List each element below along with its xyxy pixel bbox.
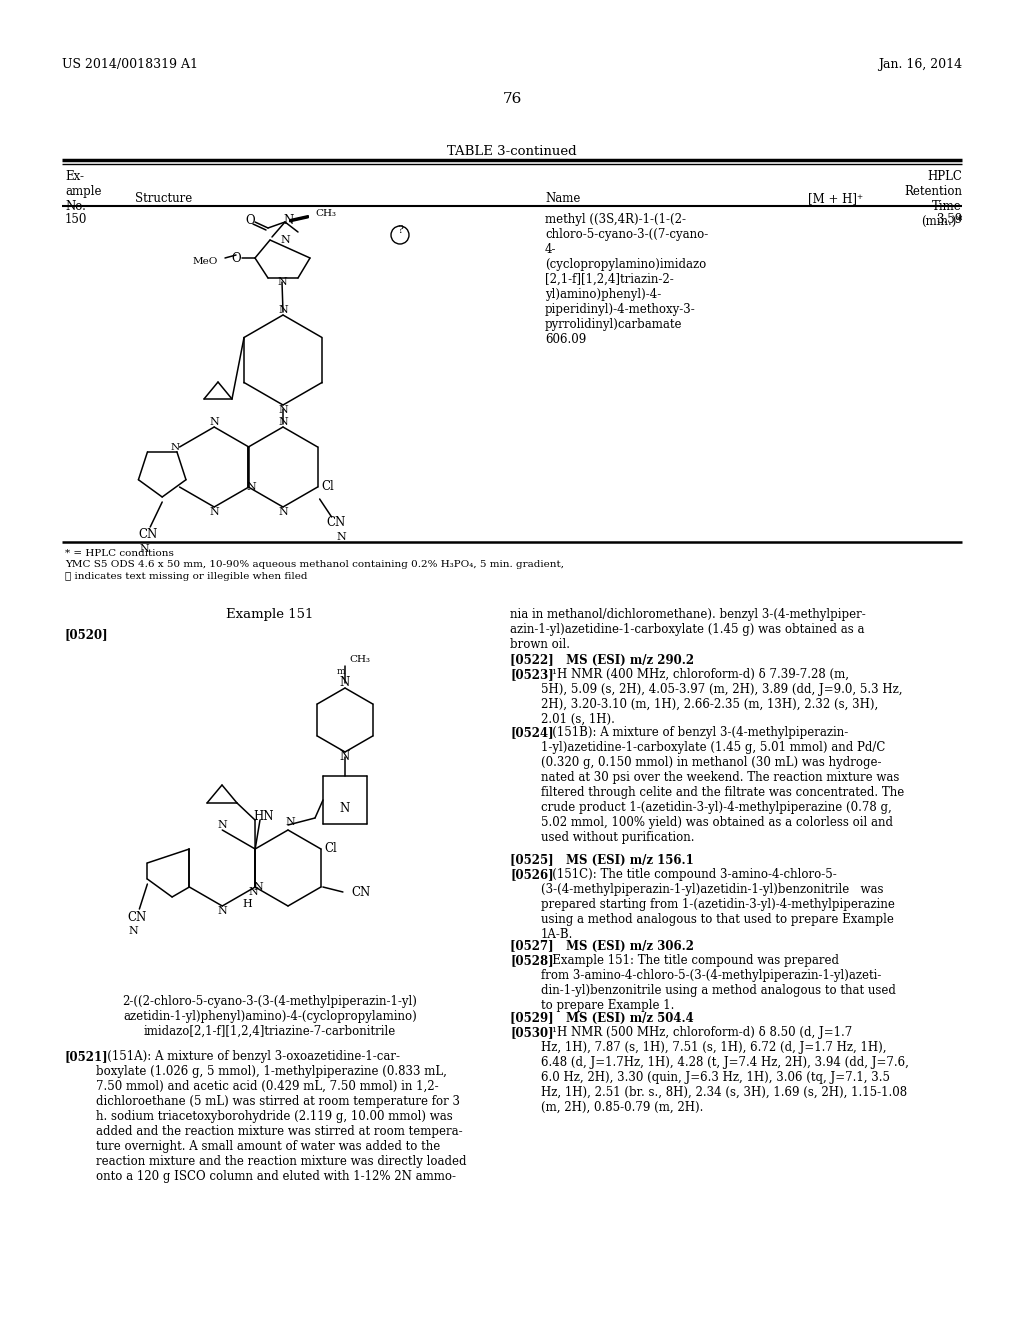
Text: Example 151: Example 151 [226, 609, 313, 620]
Text: YMC S5 ODS 4.6 x 50 mm, 10-90% aqueous methanol containing 0.2% H₃PO₄, 5 min. gr: YMC S5 ODS 4.6 x 50 mm, 10-90% aqueous m… [65, 560, 564, 569]
Text: N: N [281, 235, 290, 246]
Text: CN: CN [351, 886, 370, 899]
Text: Structure: Structure [135, 191, 193, 205]
Text: N: N [209, 507, 219, 517]
Text: [0528]: [0528] [510, 954, 554, 968]
Text: N: N [285, 817, 295, 828]
Text: O: O [231, 252, 241, 264]
Text: [M + H]⁺: [M + H]⁺ [808, 191, 863, 205]
Text: * = HPLC conditions: * = HPLC conditions [65, 549, 174, 558]
Text: [0520]: [0520] [65, 628, 109, 642]
Text: [0522]   MS (ESI) m/z 290.2: [0522] MS (ESI) m/z 290.2 [510, 653, 694, 667]
Text: Cl: Cl [324, 842, 337, 855]
Text: [0529]   MS (ESI) m/z 504.4: [0529] MS (ESI) m/z 504.4 [510, 1012, 693, 1026]
Text: CN: CN [138, 528, 158, 541]
Text: [0526]: [0526] [510, 869, 554, 880]
Text: (151A): A mixture of benzyl 3-oxoazetidine-1-car-
boxylate (1.026 g, 5 mmol), 1-: (151A): A mixture of benzyl 3-oxoazetidi… [96, 1049, 467, 1183]
Text: CH₃: CH₃ [315, 210, 336, 219]
Text: MeO: MeO [193, 257, 218, 267]
Text: Ex-
ample
No.: Ex- ample No. [65, 170, 101, 213]
Text: N: N [279, 405, 288, 414]
Text: HPLC
Retention
Time
(min.)*: HPLC Retention Time (min.)* [904, 170, 962, 228]
Text: Example 151: The title compound was prepared
from 3-amino-4-chloro-5-(3-(4-methy: Example 151: The title compound was prep… [541, 954, 896, 1012]
Text: O: O [245, 214, 255, 227]
Text: H: H [243, 899, 252, 909]
Text: nia in methanol/dichloromethane). benzyl 3-(4-methylpiper-
azin-1-yl)azetidine-1: nia in methanol/dichloromethane). benzyl… [510, 609, 865, 651]
Text: N: N [247, 482, 257, 492]
Text: [0524]: [0524] [510, 726, 554, 739]
Text: CH₃: CH₃ [349, 656, 370, 664]
Text: [0527]   MS (ESI) m/z 306.2: [0527] MS (ESI) m/z 306.2 [510, 940, 694, 953]
Text: (151B): A mixture of benzyl 3-(4-methylpiperazin-
1-yl)azetidine-1-carboxylate (: (151B): A mixture of benzyl 3-(4-methylp… [541, 726, 904, 843]
Text: N: N [340, 801, 350, 814]
Text: HN: HN [253, 810, 273, 824]
Text: 76: 76 [503, 92, 521, 106]
Text: ¹H NMR (500 MHz, chloroform-d) δ 8.50 (d, J=1.7
Hz, 1H), 7.87 (s, 1H), 7.51 (s, : ¹H NMR (500 MHz, chloroform-d) δ 8.50 (d… [541, 1026, 909, 1114]
Text: N: N [284, 214, 294, 227]
Text: m: m [337, 668, 345, 676]
Text: N: N [139, 544, 150, 554]
Text: 3.59: 3.59 [936, 213, 962, 226]
Text: N: N [217, 820, 227, 830]
Text: [0530]: [0530] [510, 1026, 554, 1039]
Text: N: N [253, 882, 263, 892]
Text: [0523]: [0523] [510, 668, 554, 681]
Text: Jan. 16, 2014: Jan. 16, 2014 [878, 58, 962, 71]
Text: N: N [217, 906, 227, 916]
Text: TABLE 3-continued: TABLE 3-continued [447, 145, 577, 158]
Text: (151C): The title compound 3-amino-4-chloro-5-
(3-(4-methylpiperazin-1-yl)azetid: (151C): The title compound 3-amino-4-chl… [541, 869, 895, 941]
Text: N: N [278, 277, 287, 286]
Text: N: N [279, 507, 288, 517]
Text: N: N [340, 676, 350, 689]
Text: ?: ? [397, 224, 403, 235]
Text: N: N [128, 927, 138, 936]
Text: Name: Name [545, 191, 581, 205]
Text: [0525]   MS (ESI) m/z 156.1: [0525] MS (ESI) m/z 156.1 [510, 854, 693, 867]
Text: Cl: Cl [322, 480, 335, 494]
Text: [0521]: [0521] [65, 1049, 109, 1063]
Text: CN: CN [128, 911, 147, 924]
Text: N: N [171, 442, 180, 451]
Text: 150: 150 [65, 213, 87, 226]
Text: CN: CN [326, 516, 345, 529]
Text: US 2014/0018319 A1: US 2014/0018319 A1 [62, 58, 198, 71]
Text: N: N [279, 305, 288, 315]
Text: N: N [248, 887, 258, 898]
Text: N: N [340, 751, 350, 763]
Text: methyl ((3S,4R)-1-(1-(2-
chloro-5-cyano-3-((7-cyano-
4-
(cyclopropylamino)imidaz: methyl ((3S,4R)-1-(1-(2- chloro-5-cyano-… [545, 213, 709, 346]
Text: 2-((2-chloro-5-cyano-3-(3-(4-methylpiperazin-1-yl)
azetidin-1-yl)phenyl)amino)-4: 2-((2-chloro-5-cyano-3-(3-(4-methylpiper… [123, 995, 418, 1038]
Text: N: N [209, 417, 219, 426]
Text: N: N [279, 417, 288, 426]
Text: ¹H NMR (400 MHz, chloroform-d) δ 7.39-7.28 (m,
5H), 5.09 (s, 2H), 4.05-3.97 (m, : ¹H NMR (400 MHz, chloroform-d) δ 7.39-7.… [541, 668, 902, 726]
Text: ⓘ indicates text missing or illegible when filed: ⓘ indicates text missing or illegible wh… [65, 572, 307, 581]
Text: N: N [337, 532, 346, 543]
